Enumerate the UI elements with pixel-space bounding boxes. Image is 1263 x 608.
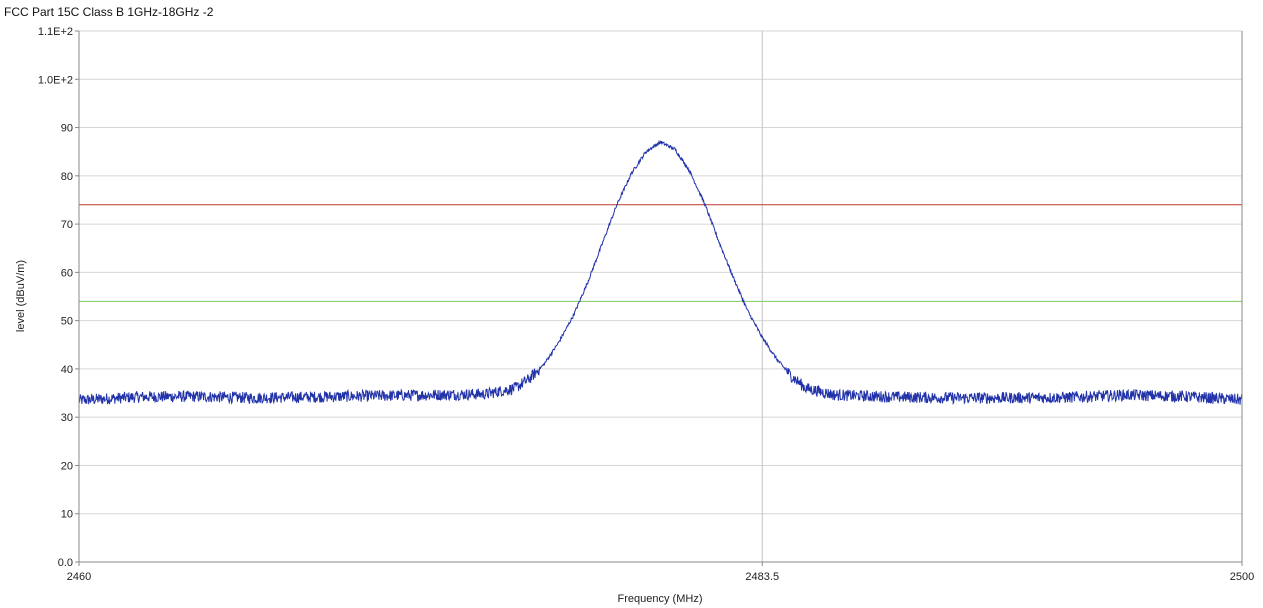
y-tick-label: 80 [61,171,73,183]
y-tick-label: 20 [61,460,73,472]
horizontal-gridlines [79,30,1242,515]
y-tick-label: 50 [61,316,73,328]
x-tick-label: 2500 [1230,571,1254,583]
y-tick-label: 30 [61,412,73,424]
x-tick-label: 2460 [67,571,91,583]
y-tick-label: 10 [61,509,73,521]
plot-background [79,31,1242,562]
y-axis-label: level (dBuV/m) [15,260,27,332]
spectrum-trace [78,139,1243,406]
plot-area [78,30,1243,563]
x-axis-ticks: 2460 2483.5 2500 [67,562,1254,583]
y-tick-label: 60 [61,267,73,279]
y-tick-label: 1.1E+2 [38,26,73,38]
y-tick-label: 70 [61,219,73,231]
y-tick-label: 90 [61,123,73,135]
y-tick-label: 40 [61,364,73,376]
y-tick-label: 1.0E+2 [38,74,73,86]
y-tick-label: 0.0 [58,557,73,569]
chart-title: FCC Part 15C Class B 1GHz-18GHz -2 [4,5,214,19]
limit-lines [79,204,1242,302]
x-tick-label: 2483.5 [745,571,779,583]
y-axis-ticks: 0.0 10 20 30 40 50 60 70 80 90 1.0E+2 1.1E+2 [38,26,79,569]
x-axis-label: Frequency (MHz) [618,593,703,605]
